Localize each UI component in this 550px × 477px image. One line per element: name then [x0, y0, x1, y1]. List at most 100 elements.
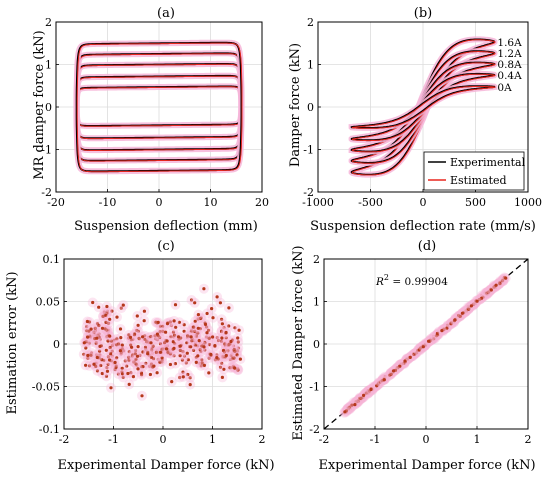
data-point: [224, 353, 228, 358]
data-point: [121, 303, 125, 307]
data-point: [445, 326, 449, 330]
data-point: [479, 296, 483, 300]
data-point: [112, 338, 116, 342]
data-point: [156, 357, 160, 361]
data-point: [236, 340, 240, 344]
y-tick-label: -1: [309, 381, 320, 394]
y-tick-label: 2: [313, 253, 320, 266]
data-point: [236, 368, 240, 372]
data-point: [132, 360, 136, 364]
data-point: [100, 358, 104, 362]
data-point: [178, 348, 182, 352]
data-point: [127, 350, 131, 354]
data-point: [449, 322, 453, 326]
data-point: [199, 364, 203, 368]
panel-b-legend: Experimental Estimated: [423, 151, 526, 191]
data-point: [170, 380, 174, 384]
data-point: [237, 328, 241, 332]
y-tick-label: 2: [45, 16, 52, 29]
data-point: [185, 341, 189, 345]
data-point: [184, 361, 188, 365]
data-point: [200, 361, 204, 365]
data-point: [235, 353, 239, 357]
data-point: [194, 360, 198, 364]
series-label: 0.8A: [497, 59, 522, 71]
data-point: [92, 330, 96, 334]
data-point: [233, 326, 237, 330]
data-point: [142, 309, 146, 313]
data-point: [189, 329, 193, 334]
data-point: [189, 345, 193, 349]
data-point: [194, 334, 199, 338]
data-point: [104, 320, 108, 324]
data-point: [138, 353, 142, 357]
data-point: [95, 369, 100, 373]
series-estimated: [351, 86, 496, 129]
data-point: [181, 375, 185, 379]
data-point: [343, 410, 347, 414]
panel-d-xlabel: Experimental Damper force (kN): [318, 458, 535, 473]
data-point: [89, 353, 93, 357]
data-point: [236, 346, 240, 350]
data-point: [356, 399, 360, 403]
panel-c-plot-area: [78, 283, 246, 401]
data-point: [182, 354, 187, 358]
data-point: [98, 344, 102, 348]
data-point: [131, 375, 135, 379]
data-point: [84, 363, 88, 367]
data-point: [215, 353, 219, 357]
panel-c-ylabel: Estimation error (kN): [5, 271, 20, 414]
data-point: [192, 325, 196, 329]
data-point: [238, 357, 242, 361]
data-point: [152, 364, 156, 368]
data-point: [148, 372, 152, 377]
y-tick-label: 0: [313, 338, 320, 351]
data-point: [133, 352, 137, 356]
data-point: [220, 336, 224, 340]
data-point: [169, 323, 173, 328]
data-point: [220, 361, 224, 365]
data-point: [113, 360, 117, 365]
data-point: [143, 337, 147, 341]
y-tick-label: -2: [303, 186, 314, 199]
data-point: [158, 330, 162, 334]
data-point: [196, 326, 200, 330]
data-point: [173, 303, 178, 307]
data-point: [94, 341, 98, 345]
data-point: [221, 348, 226, 353]
y-tick-label: 1: [307, 59, 314, 72]
data-point: [105, 366, 109, 370]
data-point: [226, 349, 230, 353]
y-tick-label: -1: [41, 144, 52, 157]
data-point: [168, 320, 172, 324]
data-point: [202, 363, 206, 367]
data-point: [359, 396, 363, 400]
data-point: [98, 353, 102, 357]
loop-estimated: [76, 42, 243, 173]
x-tick-label: 2: [525, 433, 532, 446]
data-point: [173, 333, 177, 337]
y-tick-label: 0.1: [43, 253, 61, 266]
data-point: [220, 322, 224, 326]
data-point: [115, 315, 119, 319]
data-point: [86, 353, 90, 358]
data-point: [198, 361, 202, 365]
panel-b-plot-area: [348, 36, 498, 178]
y-tick-label: -2: [41, 186, 52, 199]
data-point: [228, 366, 232, 370]
series-experimental: [350, 72, 496, 142]
y-tick-label: 1: [45, 59, 52, 72]
data-point: [136, 323, 140, 327]
data-point: [220, 317, 224, 321]
series-estimated: [351, 39, 496, 176]
data-point: [464, 309, 468, 313]
data-point: [127, 355, 131, 359]
data-point: [130, 345, 134, 349]
data-point: [435, 331, 439, 336]
series-label: 1.6A: [497, 37, 522, 49]
data-point: [427, 339, 431, 343]
data-point: [123, 359, 127, 363]
data-point: [233, 366, 237, 370]
r-squared-value: = 0.99904: [389, 276, 448, 288]
data-point: [408, 355, 412, 359]
